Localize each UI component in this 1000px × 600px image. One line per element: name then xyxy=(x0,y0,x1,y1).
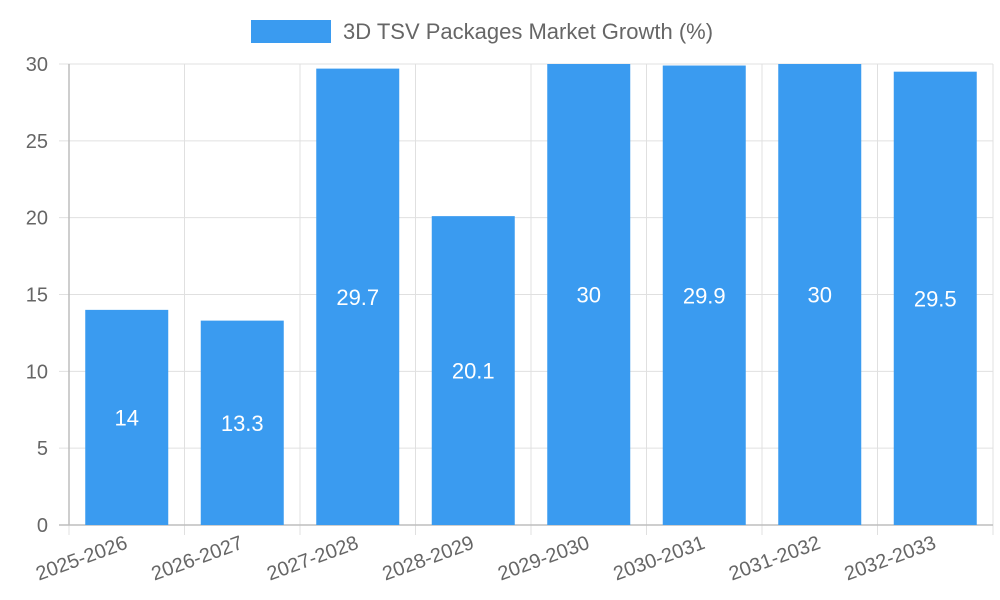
x-tick-label: 2026-2027 xyxy=(149,532,246,585)
bar-value-label: 29.5 xyxy=(914,286,957,311)
y-tick-label: 15 xyxy=(26,285,48,307)
x-tick-label: 2031-2032 xyxy=(726,532,823,585)
y-tick-label: 5 xyxy=(37,438,48,460)
legend[interactable]: 3D TSV Packages Market Growth (%) xyxy=(251,19,713,44)
bar-value-label: 14 xyxy=(115,405,139,430)
y-tick-label: 25 xyxy=(26,131,48,153)
bar-value-label: 30 xyxy=(808,283,832,308)
bars xyxy=(85,64,977,526)
bar-value-label: 20.1 xyxy=(452,359,495,384)
legend-label: 3D TSV Packages Market Growth (%) xyxy=(343,19,713,44)
bar xyxy=(316,68,400,526)
y-tick-label: 20 xyxy=(26,208,48,230)
bar xyxy=(547,64,631,525)
data-labels: 14 13.3 29.7 20.1 30 29.9 30 29.5 xyxy=(115,283,957,436)
x-tick-label: 2032-2033 xyxy=(842,532,939,585)
bar xyxy=(200,320,284,525)
bar xyxy=(431,216,515,525)
y-tick-label: 10 xyxy=(26,361,48,383)
y-tick-label: 30 xyxy=(26,54,48,76)
x-tick-label: 2028-2029 xyxy=(380,532,477,585)
x-tick-label: 2029-2030 xyxy=(495,532,592,585)
bar-value-label: 13.3 xyxy=(221,411,264,436)
bar xyxy=(85,309,169,525)
bar xyxy=(778,64,862,525)
x-tick-label: 2030-2031 xyxy=(611,532,708,585)
bar-value-label: 30 xyxy=(577,283,601,308)
x-tick-label: 2027-2028 xyxy=(264,532,361,585)
y-tick-label: 0 xyxy=(37,515,48,537)
bar-value-label: 29.9 xyxy=(683,283,726,308)
bar xyxy=(893,71,977,525)
x-tick-label: 2025-2026 xyxy=(33,532,130,585)
legend-swatch xyxy=(251,20,331,43)
bar xyxy=(662,65,746,525)
bar-value-label: 29.7 xyxy=(336,285,379,310)
